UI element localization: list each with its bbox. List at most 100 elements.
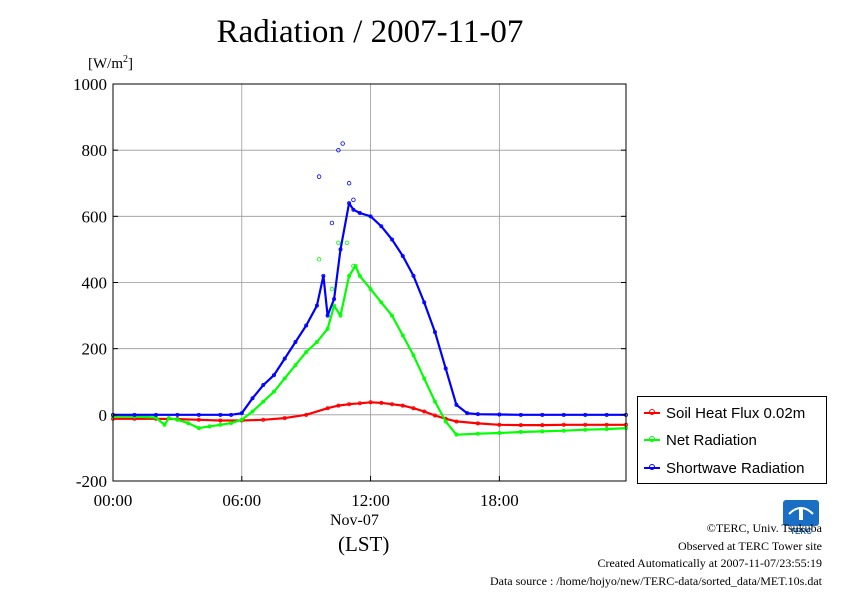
data-point-net-radiation (432, 399, 437, 404)
data-point-shortwave-radiation (314, 303, 319, 308)
series-line-shortwave-radiation (113, 202, 626, 416)
data-point-net-radiation (357, 273, 362, 278)
spike-point-shortwave (316, 174, 322, 179)
data-point-soil-heat-flux (604, 422, 609, 427)
legend-item-shortwave-radiation: Shortwave Radiation (644, 458, 804, 478)
credit-created: Created Automatically at 2007-11-07/23:5… (597, 556, 822, 570)
data-point-shortwave-radiation (351, 207, 356, 212)
x-tick-label: 00:00 (94, 491, 133, 510)
data-point-net-radiation (379, 300, 384, 305)
data-point-net-radiation (271, 389, 276, 394)
data-point-net-radiation (540, 429, 545, 434)
data-point-soil-heat-flux (218, 418, 223, 423)
series-layer (111, 141, 629, 437)
legend-swatch-net-radiation (644, 436, 660, 442)
data-point-net-radiation (304, 349, 309, 354)
data-point-soil-heat-flux (518, 423, 523, 428)
data-point-soil-heat-flux (368, 400, 373, 405)
data-point-shortwave-radiation (338, 247, 343, 252)
x-tick-label: 12:00 (351, 491, 390, 510)
legend-label-shortwave-radiation: Shortwave Radiation (666, 459, 805, 477)
data-point-shortwave-radiation (583, 412, 588, 417)
data-point-net-radiation (282, 376, 287, 381)
data-point-shortwave-radiation (390, 237, 395, 242)
data-point-shortwave-radiation (454, 402, 459, 407)
data-point-net-radiation (561, 428, 566, 433)
legend-swatch-soil-heat-flux (644, 409, 660, 415)
data-point-shortwave-radiation (518, 412, 523, 417)
data-point-net-radiation (239, 417, 244, 422)
data-point-shortwave-radiation (432, 330, 437, 335)
data-point-shortwave-radiation (411, 273, 416, 278)
data-point-net-radiation (422, 376, 427, 381)
series-line-soil-heat-flux (113, 401, 626, 427)
data-point-net-radiation (347, 273, 352, 278)
data-point-net-radiation (250, 409, 255, 414)
legend: Soil Heat Flux 0.02m Net Radiation Short… (637, 396, 827, 484)
data-point-soil-heat-flux (454, 419, 459, 424)
data-point-soil-heat-flux (357, 401, 362, 406)
y-tick-label: 600 (82, 207, 108, 226)
spike-point-net (336, 240, 341, 245)
data-point-shortwave-radiation (196, 412, 201, 417)
spike-point-net (329, 286, 335, 292)
data-point-net-radiation (518, 430, 523, 435)
spike-point-net (316, 257, 322, 262)
svg-text:TERC: TERC (790, 527, 812, 536)
grid-lines (112, 83, 626, 482)
data-point-soil-heat-flux (583, 422, 588, 427)
data-point-soil-heat-flux (196, 417, 201, 422)
credits-block: ©TERC, Univ. Tsukuba Observed at TERC To… (490, 520, 822, 590)
data-point-soil-heat-flux (379, 400, 384, 405)
x-axis-title: (LST) (338, 532, 390, 556)
data-point-shortwave-radiation (325, 313, 330, 318)
data-point-shortwave-radiation (239, 411, 244, 416)
legend-label-net-radiation: Net Radiation (666, 431, 757, 449)
legend-label-soil-heat-flux: Soil Heat Flux 0.02m (666, 404, 806, 422)
terc-logo-icon: TERC (783, 500, 819, 536)
spike-point-shortwave (329, 220, 335, 226)
data-point-shortwave-radiation (229, 412, 234, 417)
data-point-shortwave-radiation (332, 297, 337, 302)
data-point-soil-heat-flux (561, 422, 566, 427)
y-tick-label: 400 (82, 274, 108, 293)
data-point-net-radiation (261, 399, 266, 404)
x-tick-label: 06:00 (222, 491, 261, 510)
data-point-shortwave-radiation (293, 340, 298, 345)
legend-item-soil-heat-flux: Soil Heat Flux 0.02m (644, 403, 805, 423)
data-point-shortwave-radiation (250, 396, 255, 401)
data-point-soil-heat-flux (411, 406, 416, 411)
data-point-shortwave-radiation (443, 366, 448, 371)
data-point-shortwave-radiation (540, 412, 545, 417)
data-point-net-radiation (338, 313, 343, 318)
data-point-shortwave-radiation (321, 273, 326, 278)
data-point-net-radiation (604, 427, 609, 432)
data-point-soil-heat-flux (540, 423, 545, 428)
data-point-soil-heat-flux (475, 421, 480, 426)
data-point-net-radiation (196, 426, 201, 431)
data-point-shortwave-radiation (132, 412, 137, 417)
data-point-net-radiation (207, 424, 212, 429)
data-point-shortwave-radiation (604, 412, 609, 417)
data-point-soil-heat-flux (400, 403, 405, 408)
y-tick-label: 0 (99, 406, 108, 425)
data-point-net-radiation (293, 363, 298, 368)
data-point-net-radiation (454, 432, 459, 437)
data-point-soil-heat-flux (304, 412, 309, 417)
data-point-shortwave-radiation (475, 412, 480, 417)
y-tick-label: -200 (76, 472, 107, 491)
y-tick-label: 800 (82, 141, 108, 160)
data-point-soil-heat-flux (422, 409, 427, 414)
data-point-net-radiation (368, 287, 373, 292)
spike-point-net (351, 263, 356, 269)
data-point-net-radiation (583, 427, 588, 432)
x-axis-date-label: Nov-07 (330, 512, 379, 529)
data-point-shortwave-radiation (400, 254, 405, 259)
data-point-shortwave-radiation (347, 201, 352, 206)
data-point-shortwave-radiation (465, 411, 470, 416)
data-point-soil-heat-flux (347, 402, 352, 407)
data-point-soil-heat-flux (325, 406, 330, 411)
spike-point-shortwave (351, 197, 356, 202)
data-point-shortwave-radiation (561, 412, 566, 417)
